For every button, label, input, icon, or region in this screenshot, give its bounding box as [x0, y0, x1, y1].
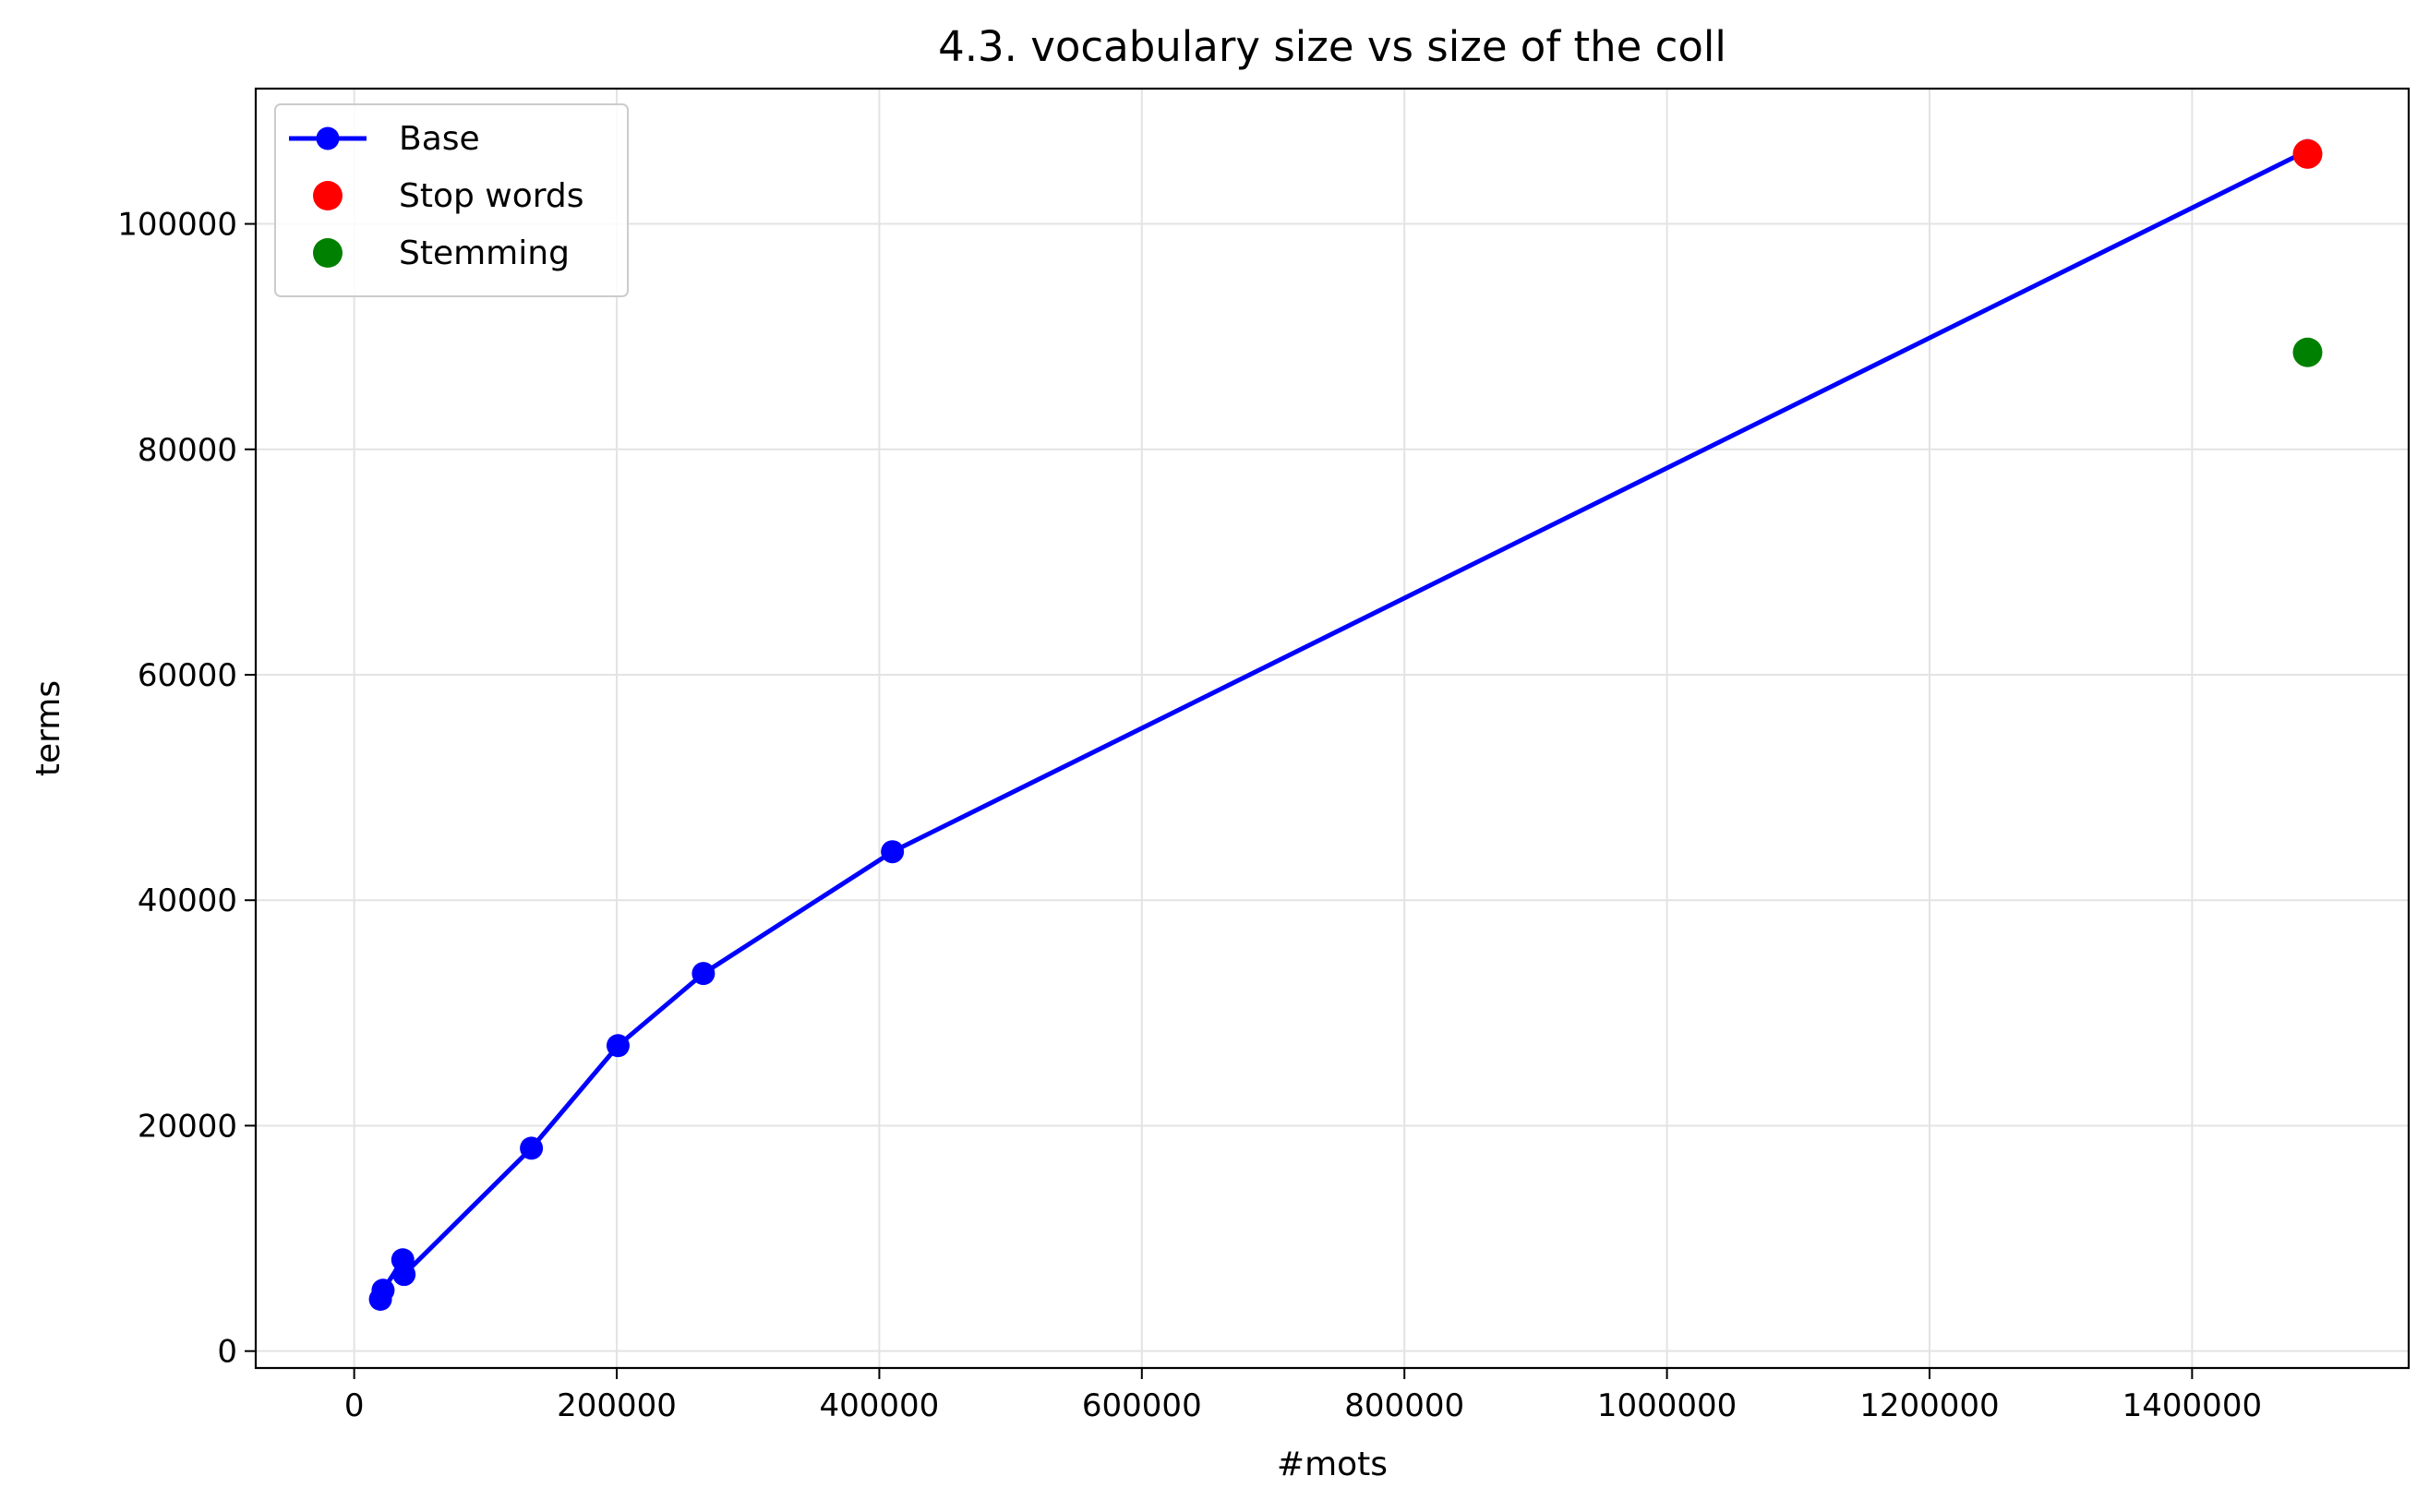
legend-label-stop-words: Stop words — [399, 177, 584, 215]
legend-item-base: Base — [289, 120, 480, 158]
y-axis-ticks: 0 20000 40000 60000 80000 100000 — [117, 207, 256, 1371]
y-tick-label: 20000 — [138, 1108, 237, 1145]
legend-label-stemming: Stemming — [399, 234, 570, 272]
data-point-base — [371, 1278, 395, 1302]
legend-item-stemming: Stemming — [313, 234, 570, 272]
chart-title: 4.3. vocabulary size vs size of the coll — [938, 22, 1726, 71]
x-tick-label: 0 — [344, 1387, 365, 1424]
legend-marker-stop-words — [313, 181, 343, 210]
series-layer — [368, 138, 2323, 1312]
y-tick-label: 60000 — [138, 657, 237, 694]
grid — [256, 89, 2409, 1368]
legend-marker-stemming — [313, 238, 343, 268]
y-axis-label: terms — [30, 680, 67, 776]
x-tick-label: 400000 — [820, 1387, 940, 1424]
x-tick-label: 1000000 — [1597, 1387, 1737, 1424]
legend-label-base: Base — [399, 120, 480, 158]
y-tick-label: 40000 — [138, 882, 237, 919]
data-point-base — [520, 1136, 544, 1160]
x-tick-label: 1200000 — [1859, 1387, 1999, 1424]
y-tick-label: 0 — [217, 1334, 237, 1371]
data-point-stop-words — [2292, 138, 2323, 169]
x-tick-label: 200000 — [557, 1387, 677, 1424]
x-tick-label: 1400000 — [2122, 1387, 2262, 1424]
data-point-stemming — [2292, 337, 2323, 367]
legend-box — [274, 103, 629, 297]
data-point-base — [691, 962, 715, 986]
data-point-base — [881, 840, 905, 864]
y-tick-label: 80000 — [138, 432, 237, 469]
plot-frame — [254, 87, 2411, 1370]
legend-marker-base — [316, 126, 340, 150]
legend-item-stop-words: Stop words — [313, 177, 584, 215]
x-tick-label: 800000 — [1344, 1387, 1464, 1424]
x-axis-ticks: 0 200000 400000 600000 800000 1000000 1200000 1… — [344, 1368, 2262, 1424]
data-point-base — [392, 1263, 416, 1287]
series-base — [368, 138, 2320, 1312]
series-stemming — [2292, 337, 2323, 367]
data-point-base — [606, 1034, 630, 1058]
y-tick-label: 100000 — [117, 207, 237, 244]
x-tick-label: 600000 — [1082, 1387, 1202, 1424]
legend: Base Stop words Stemming — [274, 103, 629, 297]
series-stop-words — [2292, 138, 2323, 169]
x-axis-label: #mots — [1277, 1446, 1388, 1483]
